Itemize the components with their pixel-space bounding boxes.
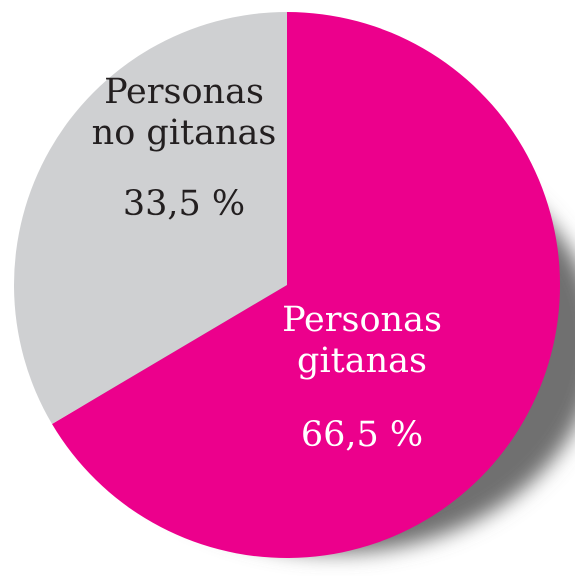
pie-slice-0-label-line-1: gitanas xyxy=(297,341,427,381)
pie-slice-1-value-label: 33,5 % xyxy=(123,184,245,224)
pie-slice-0-value-label: 66,5 % xyxy=(301,415,423,455)
pie-slice-1-label-line-0: Personas xyxy=(104,72,264,112)
pie-slice-0 xyxy=(52,12,561,559)
pie-slice-0-label-line-0: Personas xyxy=(282,300,442,340)
pie-slice-1-label-line-1: no gitanas xyxy=(92,113,277,153)
pie-slices xyxy=(14,12,561,559)
pie-slice-1 xyxy=(14,12,287,424)
